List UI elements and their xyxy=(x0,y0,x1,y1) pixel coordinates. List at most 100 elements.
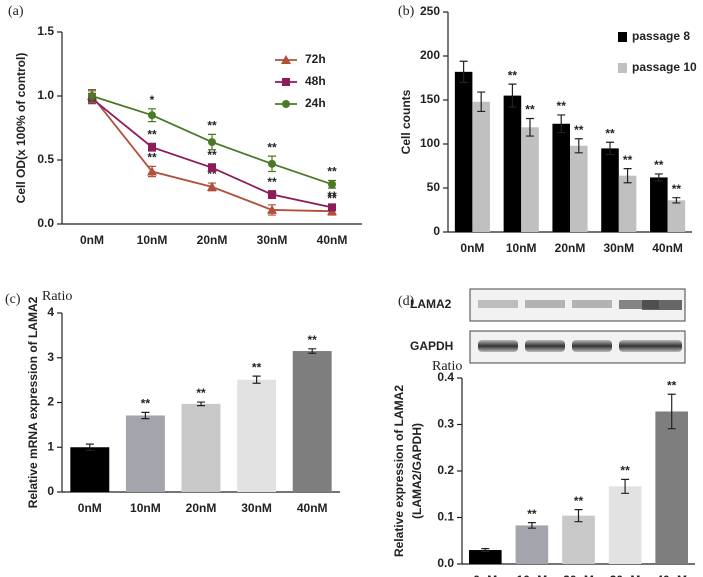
legend-marker xyxy=(282,78,290,86)
significance-mark: ** xyxy=(207,119,217,133)
legend-label: 24h xyxy=(305,96,326,110)
y-tick-label: 100 xyxy=(420,136,440,150)
point xyxy=(328,180,336,189)
significance-mark: ** xyxy=(557,99,567,113)
y-tick-label: 250 xyxy=(420,4,440,18)
significance-mark: * xyxy=(150,93,155,107)
y-tick-label: 1.5 xyxy=(37,24,54,38)
x-tick-label: 10nM xyxy=(506,241,537,255)
legend-label: 72h xyxy=(305,52,326,66)
x-tick-label: 40nM xyxy=(297,501,328,515)
error-bar xyxy=(667,393,676,430)
y-tick-label: 200 xyxy=(420,48,440,62)
significance-mark: ** xyxy=(623,153,633,167)
x-tick-label: 30nM xyxy=(603,241,634,255)
x-tick-label: 40nM xyxy=(656,573,687,577)
error-bar xyxy=(672,197,681,204)
y-tick-label: 1.0 xyxy=(37,88,54,102)
x-tick-label: 0nM xyxy=(473,573,497,577)
significance-mark: ** xyxy=(508,68,518,82)
bar xyxy=(562,515,595,564)
significance-mark: ** xyxy=(141,397,151,411)
x-tick-label: 20nM xyxy=(555,241,586,255)
x-tick-label: 20nM xyxy=(186,501,217,515)
bar xyxy=(570,145,588,232)
error-bar xyxy=(252,375,261,384)
y-tick-label: 3 xyxy=(47,350,54,364)
error-bar xyxy=(525,117,534,137)
x-tick-label: 20nM xyxy=(197,233,228,247)
y-axis-label: Relative mRNA expression of LAMA2 xyxy=(26,296,40,508)
y-tick-label: 0.5 xyxy=(37,152,54,166)
significance-mark: ** xyxy=(147,151,157,165)
panel-label: (d) xyxy=(398,294,415,309)
point xyxy=(88,92,96,100)
y-tick-label: 4 xyxy=(47,305,54,319)
y-tick-label: 0.0 xyxy=(437,556,454,570)
bar xyxy=(237,379,277,492)
legend-label: passage 8 xyxy=(632,29,690,43)
y-tick-label: 1 xyxy=(47,439,54,453)
significance-mark: ** xyxy=(327,189,337,203)
y-tick-label: 0.0 xyxy=(37,216,54,230)
x-tick-label: 40nM xyxy=(317,233,348,247)
blot-label: LAMA2 xyxy=(410,297,452,311)
error-bar xyxy=(574,508,583,523)
y-axis-label: Relative expression of LAMA2 xyxy=(392,385,406,557)
legend-swatch xyxy=(618,63,627,73)
point xyxy=(208,163,216,172)
significance-mark: ** xyxy=(527,507,537,521)
significance-mark: ** xyxy=(327,192,337,206)
significance-mark: ** xyxy=(605,126,615,140)
point xyxy=(148,143,156,152)
legend-label: 48h xyxy=(305,74,326,88)
significance-mark: ** xyxy=(620,464,630,478)
blot-label: GAPDH xyxy=(410,339,453,353)
point xyxy=(207,181,217,191)
y-tick-label: 0.3 xyxy=(437,417,454,431)
y-tick-label: 0.1 xyxy=(437,510,454,524)
significance-mark: ** xyxy=(207,167,217,181)
significance-mark: ** xyxy=(308,333,318,347)
bar xyxy=(70,447,110,492)
point xyxy=(148,111,156,120)
error-bar xyxy=(508,83,517,108)
error-bar xyxy=(654,173,663,182)
legend-marker xyxy=(281,55,291,64)
significance-mark: ** xyxy=(207,148,217,162)
x-tick-label: 30nM xyxy=(610,573,641,577)
bar xyxy=(608,486,642,564)
error-bar xyxy=(623,168,632,184)
panel-label: (c) xyxy=(5,292,21,307)
bar xyxy=(618,175,637,232)
error-bar xyxy=(459,60,468,83)
y-unit-label: Ratio xyxy=(432,359,462,374)
significance-mark: ** xyxy=(267,140,277,154)
significance-mark: ** xyxy=(525,103,535,117)
significance-mark: ** xyxy=(267,175,277,189)
x-tick-label: 10nM xyxy=(130,501,161,515)
legend-marker xyxy=(282,100,290,108)
legend-label: passage 10 xyxy=(632,60,697,74)
error-bar xyxy=(477,91,486,113)
bar xyxy=(655,411,689,564)
error-bar xyxy=(141,411,150,420)
x-tick-label: 30nM xyxy=(257,233,288,247)
y-tick-label: 0.2 xyxy=(437,463,454,477)
significance-mark: ** xyxy=(327,165,337,179)
x-tick-label: 10nM xyxy=(517,573,548,577)
legend-swatch xyxy=(618,32,627,42)
point xyxy=(147,166,157,176)
significance-mark: ** xyxy=(667,378,677,392)
significance-mark: ** xyxy=(147,128,157,142)
x-tick-label: 30nM xyxy=(241,501,272,515)
significance-mark: ** xyxy=(672,182,682,196)
error-bar xyxy=(85,443,94,451)
bar xyxy=(454,71,473,232)
y-axis-label: Cell OD(x 100% of control) xyxy=(14,53,28,204)
x-tick-label: 10nM xyxy=(137,233,168,247)
panel-label: (b) xyxy=(398,4,415,19)
error-bar xyxy=(308,348,317,354)
bar xyxy=(552,123,570,232)
